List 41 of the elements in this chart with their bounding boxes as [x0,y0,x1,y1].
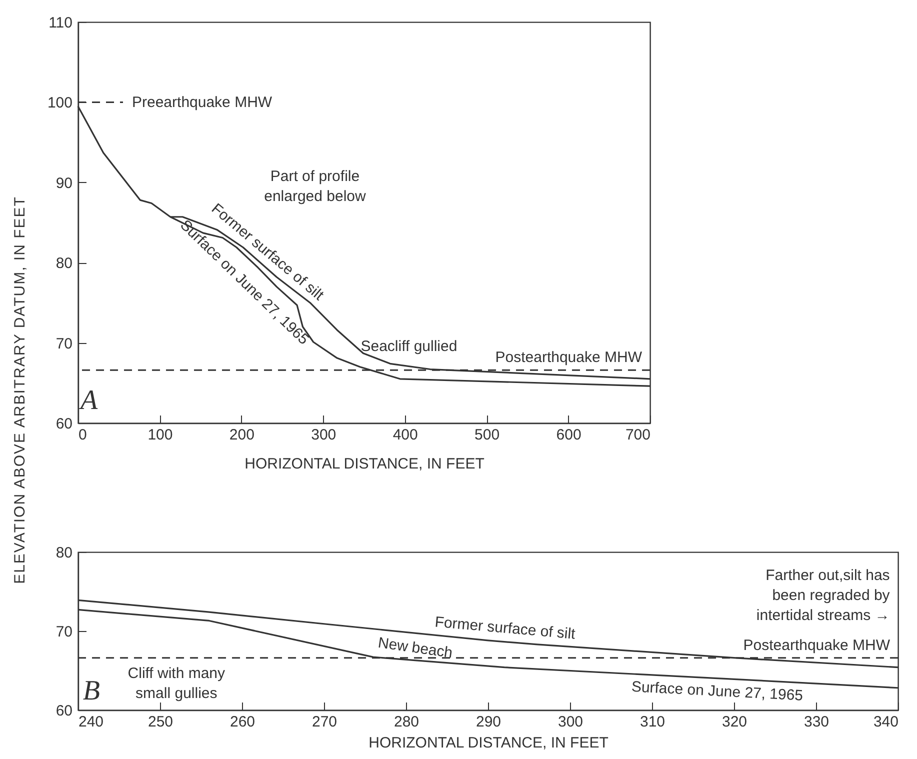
x-tick-label: 300 [311,426,336,444]
ref-line-label: Postearthquake MHW [743,636,891,654]
annotation: Seacliff gullied [360,338,458,356]
y-tick-label: 70 [56,335,72,352]
annotation: Cliff with many small gullies [128,664,226,702]
annotation: B [82,675,100,706]
y-tick-label: 60 [56,416,72,432]
y-axis-title: ELEVATION ABOVE ARBITRARY DATUM, IN FEET [12,196,28,584]
y-tick-label: 70 [56,624,72,640]
annotation: A [78,384,98,416]
x-tick-label: 400 [392,426,418,444]
annotation: Part of profile enlarged below [264,168,366,206]
x-tick-label: 270 [312,714,338,730]
y-tick-label: 80 [56,255,72,272]
x-tick-label: 320 [722,714,748,730]
x-axis-title: HORIZONTAL DISTANCE, IN FEET [244,456,484,472]
x-tick-label: 330 [804,714,830,730]
x-tick-label: 310 [640,714,666,730]
x-tick-label: 280 [394,714,420,730]
x-tick-label: 300 [558,714,584,730]
y-tick-label: 110 [48,14,72,32]
x-tick-label: 100 [148,426,173,444]
ref-line-label: Postearthquake MHW [495,349,643,366]
x-tick-label: 0 [78,426,87,444]
x-tick-label: 260 [230,714,256,730]
x-tick-label: 340 [873,714,898,730]
y-tick-label: 90 [56,174,72,192]
y-tick-label: 100 [47,94,72,112]
x-tick-label: 240 [78,714,104,730]
x-tick-label: 250 [148,714,174,730]
series-label: Surface on June 27, 1965 [630,678,804,704]
x-tick-label: 600 [556,426,582,444]
ref-line-label: Preearthquake MHW [132,94,273,112]
y-tick-label: 60 [56,702,72,720]
x-tick-label: 200 [229,426,254,444]
annotation: Farther out,silt has been regraded by intertidal streams → [756,566,890,624]
x-tick-label: 700 [625,426,650,444]
x-tick-label: 500 [474,426,500,444]
x-axis-title: HORIZONTAL DISTANCE, IN FEET [368,734,608,752]
y-tick-label: 80 [56,544,72,562]
x-tick-label: 290 [476,714,502,730]
